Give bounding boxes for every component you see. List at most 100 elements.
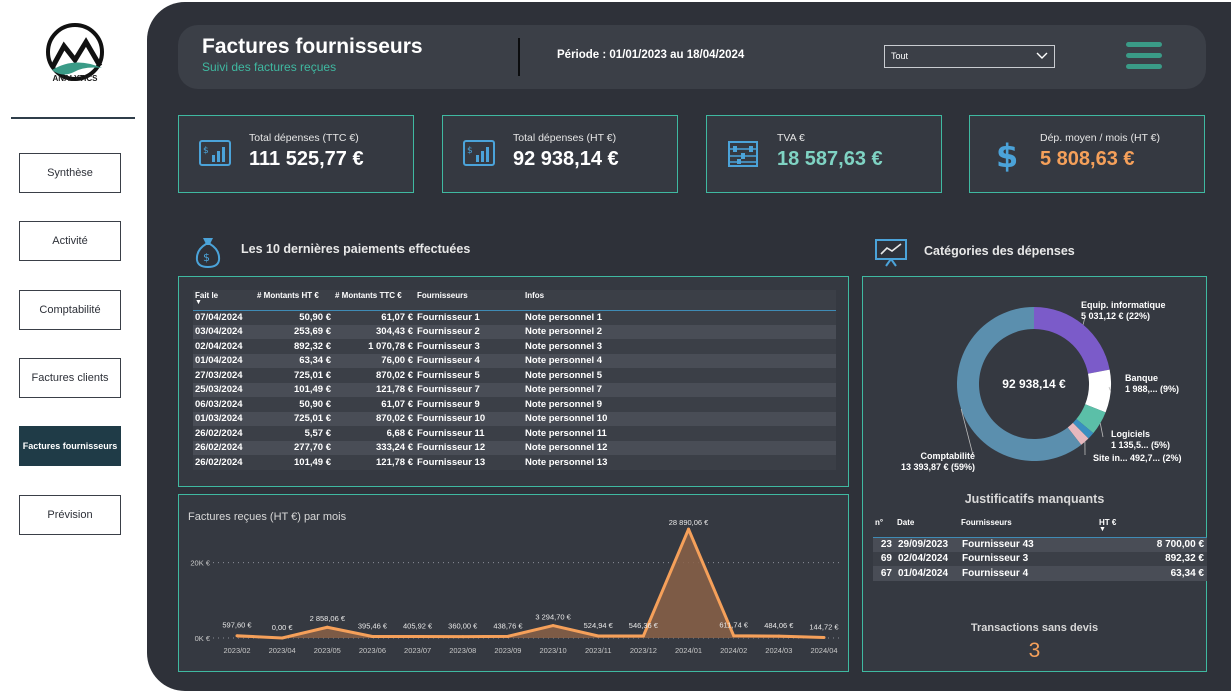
x-tick-label: 2023/11 <box>585 646 612 655</box>
kpi-label: Dép. moyen / mois (HT €) <box>1040 132 1161 144</box>
table-row[interactable]: 26/02/2024 101,49 €121,78 € Fournisseur 13… <box>193 455 836 470</box>
x-tick-label: 2024/02 <box>720 646 747 655</box>
data-point[interactable] <box>641 634 645 638</box>
table-cell: 25/03/2024 <box>193 382 255 397</box>
missing-receipts-title: Justificatifs manquants <box>964 492 1105 506</box>
table-cell: 01/03/2024 <box>193 411 255 426</box>
svg-text:$: $ <box>467 146 473 156</box>
table-cell: Fournisseur 3 <box>415 339 523 354</box>
table-row[interactable]: 06/03/2024 50,90 €61,07 € Fournisseur 9 Not… <box>193 397 836 412</box>
x-tick-label: 2023/07 <box>404 646 431 655</box>
table-row[interactable]: 67 01/04/2024 Fournisseur 4 63,34 € <box>873 566 1207 581</box>
column-header[interactable]: # Montants TTC € <box>333 290 415 311</box>
table-cell: 725,01 € <box>255 411 333 426</box>
table-cell: 892,32 € <box>1097 551 1207 566</box>
table-cell: 02/04/2024 <box>895 551 959 566</box>
table-cell: Fournisseur 2 <box>415 324 523 339</box>
x-tick-label: 2023/09 <box>494 646 521 655</box>
table-row[interactable]: 02/04/2024 892,32 €1 070,78 € Fournisseur … <box>193 339 836 354</box>
categories-donut-chart: 92 938,14 € Equip. informatique 5 031,12 €… <box>901 300 1182 472</box>
donut-slice[interactable] <box>1085 369 1111 413</box>
table-cell: Fournisseur 5 <box>415 368 523 383</box>
table-cell: 69 <box>873 551 895 566</box>
column-header[interactable]: # Montants HT € <box>255 290 333 311</box>
table-cell: Fournisseur 4 <box>959 566 1097 581</box>
table-cell: 07/04/2024 <box>193 310 255 325</box>
kpi-label: Total dépenses (HT €) <box>513 132 617 144</box>
donut-slice[interactable] <box>1034 307 1110 374</box>
table-row[interactable]: 26/02/2024 5,57 €6,68 € Fournisseur 11 Note… <box>193 426 836 441</box>
data-point[interactable] <box>822 635 826 639</box>
column-header[interactable]: n° <box>873 517 895 538</box>
data-point[interactable] <box>370 635 374 639</box>
table-cell: 1 070,78 € <box>333 339 415 354</box>
data-point[interactable] <box>280 636 284 640</box>
nav-factures-clients-button[interactable]: Factures clients <box>19 358 121 398</box>
kpi-value: 92 938,14 € <box>513 148 619 170</box>
donut-slice[interactable] <box>957 307 1082 461</box>
table-cell: 63,34 € <box>255 353 333 368</box>
no-quote-value: 3 <box>1028 639 1041 662</box>
table-row[interactable]: 01/03/2024 725,01 €870,02 € Fournisseur 10… <box>193 411 836 426</box>
nav-comptabilite-button[interactable]: Comptabilité <box>19 290 121 330</box>
data-label: 28 890,06 € <box>669 518 709 527</box>
table-row[interactable]: 01/04/2024 63,34 €76,00 € Fournisseur 4 Not… <box>193 353 836 368</box>
column-header[interactable]: Fournisseurs <box>959 517 1097 538</box>
data-point[interactable] <box>687 527 691 531</box>
column-header[interactable]: HT € ▼ <box>1097 517 1207 538</box>
menu-icon[interactable] <box>1126 42 1162 72</box>
data-point[interactable] <box>416 634 420 638</box>
data-point[interactable] <box>461 635 465 639</box>
data-point[interactable] <box>596 634 600 638</box>
table-row[interactable]: 26/02/2024 277,70 €333,24 € Fournisseur 12… <box>193 440 836 455</box>
kpi-card-total-ht: $ Total dépenses (HT €) 92 938,14 € <box>442 115 678 193</box>
data-point[interactable] <box>325 625 329 629</box>
donut-slice[interactable] <box>1067 422 1089 445</box>
nav-synthese-button[interactable]: Synthèse <box>19 153 121 193</box>
table-cell: 06/03/2024 <box>193 397 255 412</box>
column-header[interactable]: Date <box>895 517 959 538</box>
chart-title: Factures reçues (HT €) par mois <box>188 511 347 523</box>
data-point[interactable] <box>235 634 239 638</box>
donut-slice[interactable] <box>1076 404 1106 434</box>
data-label: 360,00 € <box>448 622 478 631</box>
data-point[interactable] <box>506 634 510 638</box>
data-point[interactable] <box>551 624 555 628</box>
kpi-card-tva: TVA € 18 587,63 € <box>706 115 942 193</box>
data-label: 405,92 € <box>403 621 433 630</box>
svg-text:$: $ <box>203 146 209 156</box>
nav-prevision-button[interactable]: Prévision <box>19 495 121 535</box>
filter-dropdown[interactable]: Tout <box>884 45 1055 68</box>
x-tick-label: 2023/06 <box>359 646 386 655</box>
column-header[interactable]: Infos <box>523 290 836 311</box>
table-row[interactable]: 07/04/2024 50,90 €61,07 € Fournisseur 1 Not… <box>193 310 836 325</box>
column-header[interactable]: Fait le ▼ <box>193 290 255 311</box>
table-cell: 277,70 € <box>255 440 333 455</box>
table-cell: Note personnel 11 <box>523 426 836 441</box>
column-header[interactable]: Fournisseurs <box>415 290 523 311</box>
x-tick-label: 2024/01 <box>675 646 702 655</box>
data-point[interactable] <box>777 634 781 638</box>
table-row[interactable]: 23 29/09/2023 Fournisseur 43 8 700,00 € <box>873 537 1207 552</box>
table-cell: Fournisseur 3 <box>959 551 1097 566</box>
data-point[interactable] <box>732 634 736 638</box>
table-cell: Fournisseur 7 <box>415 382 523 397</box>
monthly-area-chart: 0K € 20K € 597,60 € 2023/02 0,00 € 2023/04 2 8… <box>190 518 841 655</box>
data-label: 597,60 € <box>222 621 252 630</box>
data-label: 3 294,70 € <box>535 613 571 622</box>
table-row[interactable]: 69 02/04/2024 Fournisseur 3 892,32 € <box>873 551 1207 566</box>
table-cell: Note personnel 1 <box>523 310 836 325</box>
svg-text:$: $ <box>996 137 1018 172</box>
donut-slice[interactable] <box>1072 419 1094 439</box>
table-cell: 01/04/2024 <box>895 566 959 581</box>
header-divider <box>518 38 520 76</box>
categories-panel: 92 938,14 € Equip. informatique 5 031,12 €… <box>862 276 1207 672</box>
table-cell: 03/04/2024 <box>193 324 255 339</box>
page-subtitle: Suivi des factures reçues <box>202 60 337 74</box>
nav-activite-button[interactable]: Activité <box>19 221 121 261</box>
table-cell: 26/02/2024 <box>193 426 255 441</box>
nav-factures-fournisseurs-button[interactable]: Factures fournisseurs <box>19 426 121 466</box>
